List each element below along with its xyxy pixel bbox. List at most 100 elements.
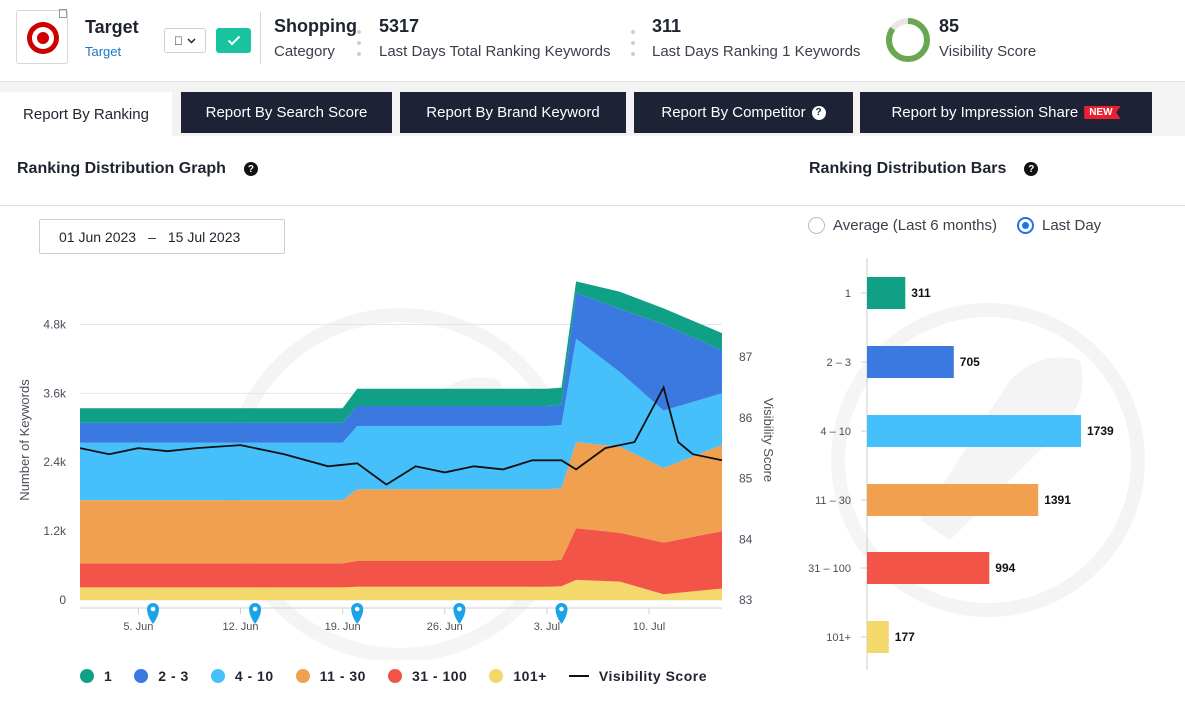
legend-swatch <box>80 669 94 683</box>
help-icon[interactable]: ? <box>1024 162 1039 176</box>
legend-label: 2 - 3 <box>158 668 189 684</box>
annotation-pin-icon[interactable] <box>351 603 364 624</box>
stat-visibility: 85 Visibility Score <box>939 16 1036 60</box>
legend-label: 11 - 30 <box>319 668 366 684</box>
bar-value-label: 1391 <box>1044 493 1071 507</box>
x-tick-label: 12. Jun <box>222 621 258 633</box>
radio-label: Average (Last 6 months) <box>833 217 997 234</box>
annotation-pin-icon[interactable] <box>147 603 159 624</box>
brand-link[interactable]: Target <box>85 44 122 59</box>
apple-icon:  <box>174 34 183 48</box>
y2-tick-label: 83 <box>739 593 753 607</box>
tab-report-by-impression-share[interactable]: Report by Impression Share NEW <box>860 92 1152 133</box>
check-icon <box>227 35 240 46</box>
stat-label: Last Days Ranking 1 Keywords <box>652 43 861 60</box>
legend-item[interactable]: 11 - 30 <box>295 668 366 684</box>
legend-item[interactable]: 2 - 3 <box>134 668 189 684</box>
stat-value: 311 <box>652 16 682 36</box>
pin-dot <box>150 606 156 612</box>
help-icon[interactable]: ? <box>243 162 258 176</box>
app-header:  Target Target  Shopping Category 5317… <box>0 0 1185 82</box>
stat-value: 5317 <box>379 16 420 36</box>
pin-dot <box>559 606 564 612</box>
tab-label: Report By Search Score <box>205 104 368 121</box>
bar-1 <box>867 277 906 309</box>
pin-dot <box>457 606 462 612</box>
section-title: Ranking Distribution Graph <box>17 160 226 177</box>
target-logo-icon <box>27 22 59 54</box>
legend-label: 1 <box>104 668 113 684</box>
annotation-pin-icon[interactable] <box>453 603 466 624</box>
brand-logo <box>16 10 68 64</box>
period-radio-group: Average (Last 6 months) Last Day <box>808 217 1101 234</box>
tab-report-by-competitor[interactable]: Report By Competitor ? <box>634 92 853 133</box>
bars-section-header: Ranking Distribution Bars ? <box>809 160 1039 178</box>
brand-name: Target <box>85 17 139 37</box>
help-icon[interactable]: ? <box>811 105 826 120</box>
area-series-31-100 <box>80 528 722 595</box>
stat-label: Last Days Total Ranking Keywords <box>379 43 611 60</box>
tab-report-by-search-score[interactable]: Report By Search Score <box>181 92 392 133</box>
pin-shape <box>147 603 159 624</box>
drag-dots-icon <box>357 30 361 56</box>
stat-label: Category <box>274 43 335 60</box>
bar-value-label: 177 <box>895 630 915 644</box>
bar-value-label: 1739 <box>1087 424 1114 438</box>
pin-shape <box>351 603 364 624</box>
stat-value: Shopping <box>274 16 357 36</box>
os-select[interactable]:  <box>164 28 206 53</box>
y2-tick-label: 87 <box>739 350 753 364</box>
tab-label: Report by Impression Share <box>891 104 1079 121</box>
confirm-button[interactable] <box>216 28 251 53</box>
stat-category: Shopping Category <box>274 16 357 60</box>
legend-swatch <box>387 669 402 683</box>
pin-dot <box>354 606 360 612</box>
pin-dot <box>252 606 258 612</box>
bar-410 <box>867 415 1081 447</box>
visibility-score-line <box>79 384 723 486</box>
radio-average-6-months[interactable] <box>808 217 825 234</box>
legend-item[interactable]: 4 - 10 <box>210 668 274 684</box>
y-tick-label: 3.6k <box>43 386 67 400</box>
legend-item[interactable]: 101+ <box>489 668 547 684</box>
annotation-pin-icon[interactable] <box>249 603 262 624</box>
legend-label: 31 - 100 <box>411 668 468 684</box>
area-series-101+ <box>80 579 722 600</box>
legend-label: Visibility Score <box>598 668 707 684</box>
legend-swatch <box>210 669 225 683</box>
area-series-11-30 <box>80 442 722 564</box>
x-tick-label: 3. Jul <box>534 621 560 633</box>
drag-dots-icon <box>631 30 635 56</box>
legend-label: 101+ <box>513 668 547 684</box>
tab-label: Report By Brand Keyword <box>426 104 600 121</box>
legend-label: 4 - 10 <box>234 668 274 684</box>
apple-icon:  <box>58 6 68 21</box>
tab-report-by-brand-keyword[interactable]: Report By Brand Keyword <box>400 92 626 133</box>
tab-report-by-ranking[interactable]: Report By Ranking <box>0 92 172 136</box>
date-range-picker[interactable]: 01 Jun 2023 – 15 Jul 2023 <box>39 219 285 254</box>
x-tick-label: 10. Jul <box>633 621 665 633</box>
bar-31100 <box>867 552 990 584</box>
y-tick-label: 1.2k <box>43 524 67 538</box>
y-tick-label: 2.4k <box>43 455 67 469</box>
tab-label: Report By Ranking <box>23 105 149 123</box>
y-tick-label: 4.8k <box>43 317 67 331</box>
legend-item[interactable]: Visibility Score <box>568 668 707 684</box>
radio-last-day[interactable] <box>1016 217 1034 234</box>
annotation-pin-icon[interactable] <box>555 603 568 624</box>
chevron-down-icon <box>187 37 196 44</box>
pin-shape <box>555 603 568 624</box>
y2-axis-label: Visibility Score <box>761 398 776 482</box>
bar-category-label: 2 – 3 <box>827 357 851 369</box>
header-divider <box>260 12 261 64</box>
legend-item[interactable]: 1 <box>80 668 112 684</box>
y2-tick-label: 85 <box>739 472 753 486</box>
report-tabs: Report By Ranking Report By Search Score… <box>0 82 1185 136</box>
pin-shape <box>453 603 466 624</box>
area-series-1 <box>80 281 722 423</box>
legend-item[interactable]: 31 - 100 <box>387 668 468 684</box>
section-title: Ranking Distribution Bars <box>809 160 1007 177</box>
ranking-distribution-bars: 1 311 2 – 3 705 4 – 10 1739 11 – 30 1391 31 – 10… <box>808 258 1145 670</box>
bar-23 <box>867 346 954 378</box>
section-divider <box>0 205 1185 206</box>
